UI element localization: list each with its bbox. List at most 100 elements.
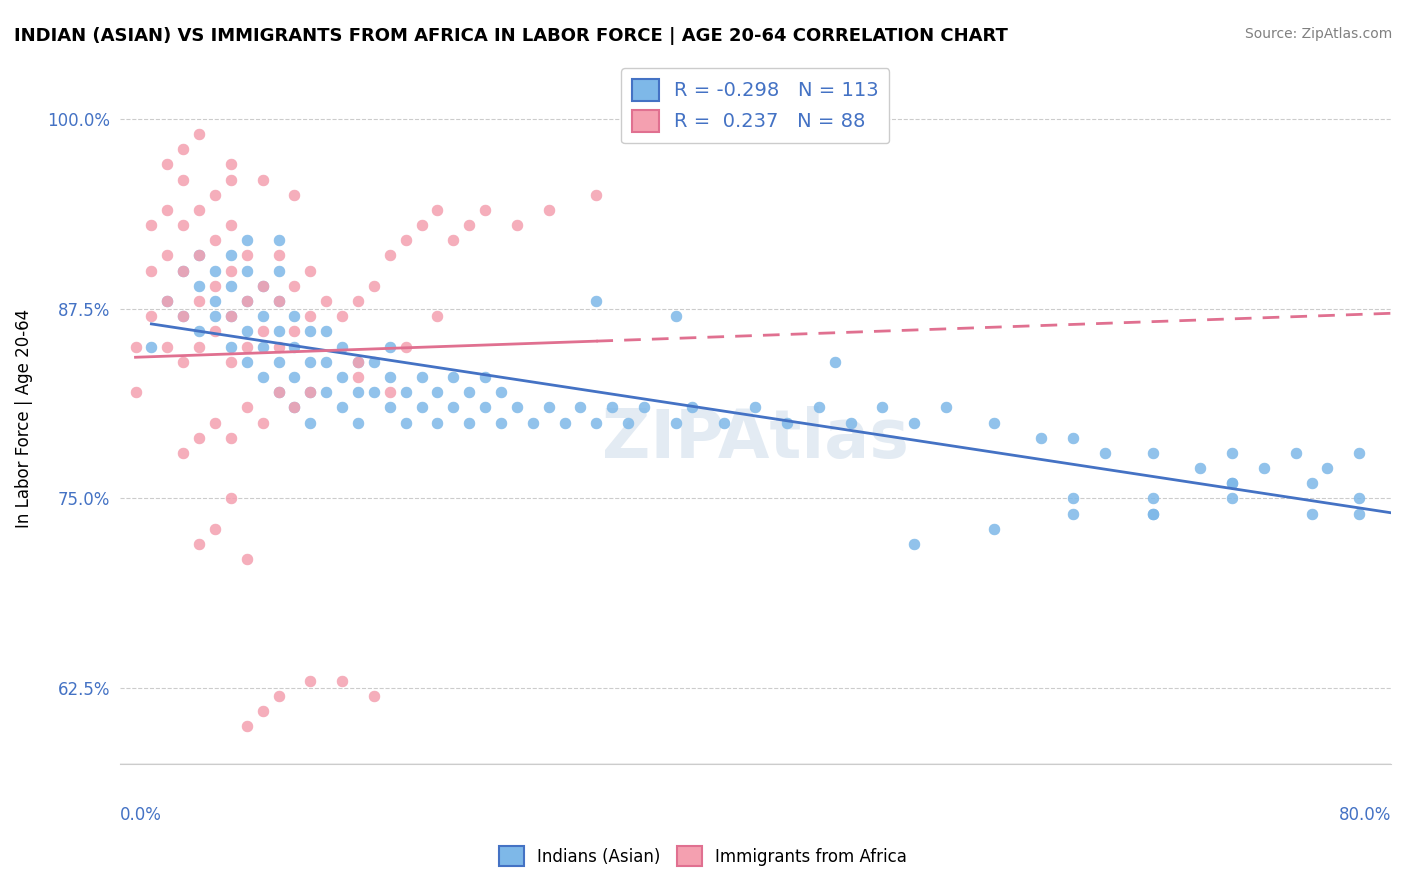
Point: [585, 293, 607, 308]
Point: [219, 310, 242, 324]
Point: [426, 202, 449, 217]
Point: [172, 263, 194, 277]
Point: [537, 202, 560, 217]
Point: [235, 355, 257, 369]
Point: [252, 278, 274, 293]
Point: [411, 218, 433, 232]
Point: [1348, 507, 1371, 521]
Point: [252, 310, 274, 324]
Point: [235, 764, 257, 779]
Point: [585, 416, 607, 430]
Point: [156, 248, 179, 262]
Point: [665, 310, 688, 324]
Point: [299, 263, 322, 277]
Point: [458, 385, 481, 400]
Point: [1142, 491, 1164, 506]
Point: [235, 325, 257, 339]
Point: [330, 401, 353, 415]
Point: [172, 310, 194, 324]
Text: 80.0%: 80.0%: [1339, 805, 1391, 823]
Point: [1189, 461, 1212, 475]
Point: [1220, 476, 1243, 491]
Point: [1142, 507, 1164, 521]
Point: [776, 416, 799, 430]
Point: [522, 416, 544, 430]
Point: [204, 278, 226, 293]
Point: [299, 795, 322, 809]
Point: [299, 416, 322, 430]
Point: [395, 340, 418, 354]
Point: [156, 293, 179, 308]
Point: [267, 355, 290, 369]
Point: [235, 233, 257, 247]
Point: [283, 278, 305, 293]
Point: [585, 187, 607, 202]
Point: [299, 385, 322, 400]
Point: [219, 278, 242, 293]
Point: [824, 355, 846, 369]
Point: [283, 401, 305, 415]
Point: [378, 401, 401, 415]
Point: [378, 248, 401, 262]
Point: [1220, 491, 1243, 506]
Text: 0.0%: 0.0%: [120, 805, 162, 823]
Point: [330, 310, 353, 324]
Point: [235, 401, 257, 415]
Point: [204, 263, 226, 277]
Point: [411, 370, 433, 384]
Point: [219, 263, 242, 277]
Point: [474, 401, 496, 415]
Point: [267, 340, 290, 354]
Point: [426, 385, 449, 400]
Point: [537, 401, 560, 415]
Point: [188, 325, 211, 339]
Point: [315, 355, 337, 369]
Point: [188, 537, 211, 551]
Point: [283, 401, 305, 415]
Point: [283, 187, 305, 202]
Point: [506, 401, 529, 415]
Point: [903, 416, 925, 430]
Point: [363, 689, 385, 703]
Point: [172, 355, 194, 369]
Point: [395, 416, 418, 430]
Point: [252, 340, 274, 354]
Point: [1062, 491, 1084, 506]
Point: [267, 385, 290, 400]
Point: [267, 233, 290, 247]
Point: [252, 325, 274, 339]
Point: [1062, 431, 1084, 445]
Point: [204, 187, 226, 202]
Point: [713, 416, 735, 430]
Point: [617, 416, 640, 430]
Point: [363, 385, 385, 400]
Point: [172, 142, 194, 156]
Point: [378, 340, 401, 354]
Point: [204, 522, 226, 536]
Point: [411, 401, 433, 415]
Point: [600, 401, 623, 415]
Point: [267, 263, 290, 277]
Point: [204, 416, 226, 430]
Point: [441, 233, 464, 247]
Point: [441, 370, 464, 384]
Point: [395, 385, 418, 400]
Point: [283, 325, 305, 339]
Point: [267, 689, 290, 703]
Point: [219, 248, 242, 262]
Point: [267, 248, 290, 262]
Text: INDIAN (ASIAN) VS IMMIGRANTS FROM AFRICA IN LABOR FORCE | AGE 20-64 CORRELATION : INDIAN (ASIAN) VS IMMIGRANTS FROM AFRICA…: [14, 27, 1008, 45]
Point: [681, 401, 703, 415]
Point: [172, 263, 194, 277]
Point: [172, 218, 194, 232]
Point: [1220, 446, 1243, 460]
Point: [474, 202, 496, 217]
Point: [363, 355, 385, 369]
Point: [267, 385, 290, 400]
Point: [235, 552, 257, 566]
Point: [299, 355, 322, 369]
Point: [330, 673, 353, 688]
Point: [219, 491, 242, 506]
Point: [426, 416, 449, 430]
Point: [441, 401, 464, 415]
